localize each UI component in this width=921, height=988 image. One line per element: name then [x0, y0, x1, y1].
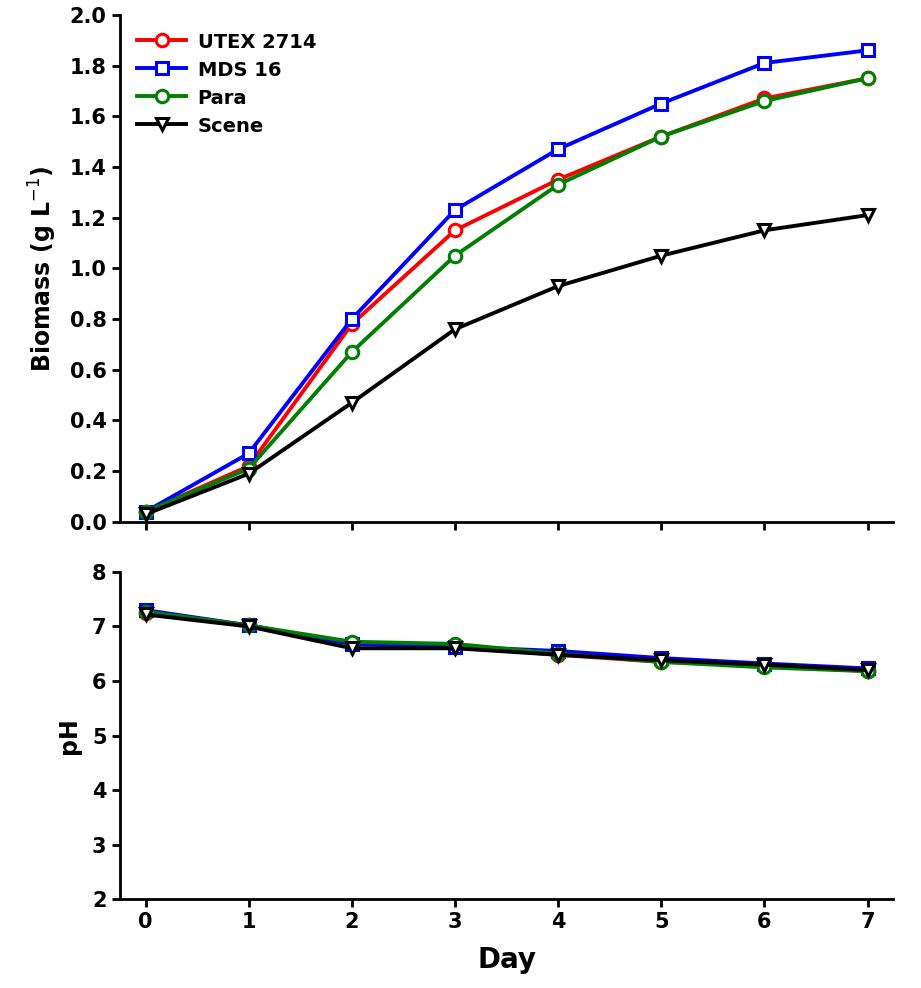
Y-axis label: pH: pH — [57, 717, 81, 754]
UTEX 2714 — [553, 174, 564, 186]
Scene — [346, 397, 357, 409]
UTEX 2714 — [449, 224, 460, 236]
Line: Scene: Scene — [139, 208, 874, 521]
Legend: UTEX 2714, MDS 16, Para, Scene: UTEX 2714, MDS 16, Para, Scene — [130, 25, 324, 144]
Para — [862, 72, 873, 84]
Para — [656, 130, 667, 142]
Para — [243, 462, 254, 474]
MDS 16 — [449, 205, 460, 216]
MDS 16 — [759, 57, 770, 69]
Para — [346, 346, 357, 358]
Para — [449, 250, 460, 262]
Line: Para: Para — [139, 72, 874, 518]
X-axis label: Day: Day — [477, 947, 536, 974]
Scene — [140, 509, 151, 521]
UTEX 2714 — [140, 506, 151, 518]
Para — [553, 179, 564, 191]
Y-axis label: Biomass (g L$^{-1}$): Biomass (g L$^{-1}$) — [27, 165, 59, 371]
Scene — [656, 250, 667, 262]
Scene — [759, 224, 770, 236]
MDS 16 — [346, 313, 357, 325]
Line: UTEX 2714: UTEX 2714 — [139, 72, 874, 518]
MDS 16 — [243, 448, 254, 459]
Para — [140, 506, 151, 518]
MDS 16 — [553, 143, 564, 155]
UTEX 2714 — [346, 318, 357, 330]
Para — [759, 95, 770, 107]
Line: MDS 16: MDS 16 — [139, 44, 874, 518]
Scene — [553, 281, 564, 292]
Scene — [243, 467, 254, 479]
UTEX 2714 — [243, 460, 254, 472]
Scene — [449, 323, 460, 335]
UTEX 2714 — [862, 72, 873, 84]
UTEX 2714 — [656, 130, 667, 142]
Scene — [862, 209, 873, 221]
MDS 16 — [862, 44, 873, 56]
UTEX 2714 — [759, 93, 770, 105]
MDS 16 — [656, 98, 667, 110]
MDS 16 — [140, 506, 151, 518]
